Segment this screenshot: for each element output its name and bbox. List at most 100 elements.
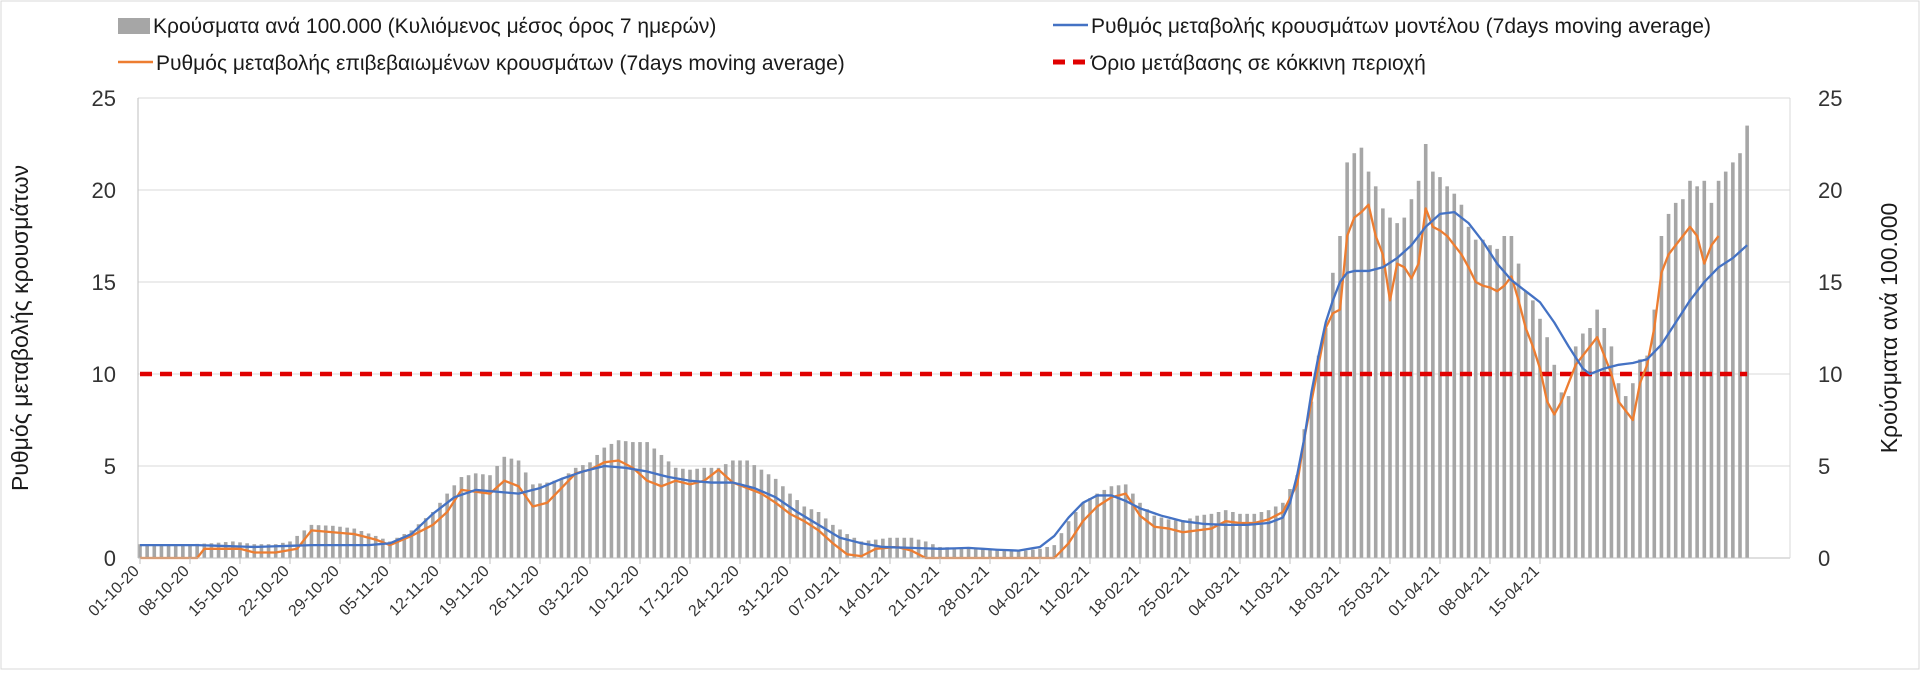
bar xyxy=(845,534,849,558)
bar xyxy=(266,544,271,558)
bar xyxy=(1352,153,1357,558)
bar xyxy=(1402,217,1407,558)
bar xyxy=(1166,519,1171,558)
bar xyxy=(1323,328,1328,558)
bar xyxy=(138,544,142,558)
bar xyxy=(1666,213,1671,559)
bar-series xyxy=(138,125,1749,559)
bar xyxy=(673,467,678,558)
bar xyxy=(995,549,999,558)
bar xyxy=(1638,359,1642,558)
bar xyxy=(216,542,221,558)
bar xyxy=(866,540,871,558)
bar xyxy=(1388,217,1392,558)
x-tick-label: 17-12-20 xyxy=(636,563,693,620)
bar xyxy=(1531,300,1535,558)
bar xyxy=(1716,180,1721,559)
bar xyxy=(1616,383,1621,558)
bar xyxy=(1723,171,1728,558)
bar xyxy=(759,469,764,558)
bar xyxy=(1331,272,1335,558)
legend-label-bars: Κρούσματα ανά 100.000 (Κυλιόμενος μέσος … xyxy=(153,15,716,38)
gridlines xyxy=(138,97,1790,467)
x-tick-label: 26-11-20 xyxy=(486,563,543,620)
bar xyxy=(1052,545,1057,558)
bar xyxy=(859,541,864,558)
bar xyxy=(681,468,685,558)
bar xyxy=(1159,517,1164,558)
bar xyxy=(1438,177,1442,558)
bar xyxy=(1288,489,1292,558)
bar xyxy=(1688,180,1692,559)
x-tick-label: 01-04-21 xyxy=(1386,563,1443,620)
y-tick-left: 0 xyxy=(104,546,116,571)
bar xyxy=(966,548,971,558)
bar xyxy=(952,547,957,558)
bar xyxy=(609,443,614,558)
bar xyxy=(1359,147,1364,558)
bar xyxy=(1545,337,1549,558)
bar xyxy=(1009,550,1014,558)
bar xyxy=(688,469,692,558)
bar xyxy=(666,461,671,558)
bar xyxy=(1431,171,1435,558)
bar xyxy=(181,544,185,558)
bar xyxy=(1652,309,1657,558)
bar xyxy=(1495,248,1499,558)
bar xyxy=(145,544,149,558)
bar xyxy=(1309,401,1314,558)
x-tick-label: 25-03-21 xyxy=(1336,563,1393,620)
bar xyxy=(809,509,814,558)
bar xyxy=(473,473,478,558)
bar xyxy=(502,456,507,558)
bar xyxy=(1238,513,1242,558)
bar xyxy=(1295,475,1299,558)
bar xyxy=(1516,263,1521,558)
bar xyxy=(488,475,492,558)
y-tick-left: 15 xyxy=(92,270,116,295)
bar xyxy=(1138,502,1142,558)
bar xyxy=(1623,396,1628,558)
y-tick-right: 0 xyxy=(1818,546,1830,571)
bar xyxy=(459,477,464,558)
bar xyxy=(1266,510,1271,558)
y-tick-left: 10 xyxy=(92,362,116,387)
x-tick-label: 28-01-21 xyxy=(936,563,993,620)
bar xyxy=(1502,236,1507,558)
x-tick-label: 08-10-20 xyxy=(136,563,193,620)
bar xyxy=(1131,493,1135,558)
bar xyxy=(631,442,635,558)
x-tick-label: 03-12-20 xyxy=(536,563,593,620)
bar xyxy=(852,537,857,558)
bar xyxy=(316,525,321,558)
bar xyxy=(402,534,407,558)
bar xyxy=(1573,346,1578,558)
bar xyxy=(1566,396,1571,558)
bar xyxy=(445,493,449,558)
legend-swatch-bars xyxy=(118,18,150,34)
bar xyxy=(695,468,699,558)
bar xyxy=(388,541,392,558)
x-tick-label: 08-04-21 xyxy=(1436,563,1493,620)
bar xyxy=(173,544,178,558)
bar xyxy=(309,524,314,558)
y-tick-right: 10 xyxy=(1818,362,1842,387)
bar xyxy=(1673,202,1678,558)
bar xyxy=(195,543,199,558)
legend-label-model: Ρυθμός μεταβολής κρουσμάτων μοντέλου (7d… xyxy=(1091,15,1711,38)
bar xyxy=(188,544,192,558)
bar xyxy=(466,475,471,558)
bar xyxy=(431,512,435,558)
y-tick-left: 20 xyxy=(92,178,116,203)
x-tick-label: 18-03-21 xyxy=(1286,563,1343,620)
bar xyxy=(1738,153,1742,558)
bar xyxy=(795,500,799,558)
bar xyxy=(1552,364,1557,558)
y-ticks-right: 0 5 10 15 20 25 xyxy=(1818,86,1842,571)
bar xyxy=(1195,515,1199,558)
model-line xyxy=(140,210,1748,552)
bar xyxy=(781,486,785,558)
x-tick-label: 18-02-21 xyxy=(1086,563,1143,620)
bar xyxy=(938,546,942,558)
